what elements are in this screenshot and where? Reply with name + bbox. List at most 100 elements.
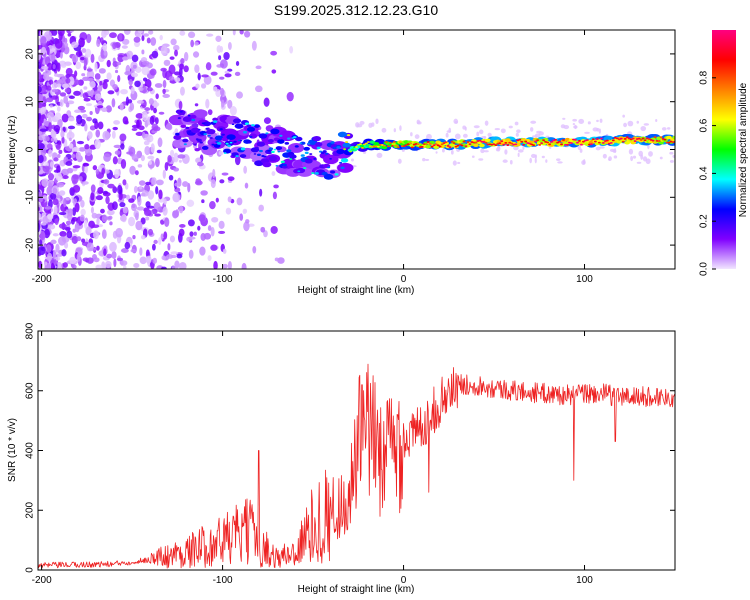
spectrogram-cell	[81, 238, 86, 243]
spectrogram-cell	[194, 64, 200, 74]
spectrogram-ridge-cell	[244, 122, 250, 125]
spectrogram-cell	[79, 176, 83, 182]
spectrogram-cell	[41, 65, 49, 70]
spectrogram-cell	[255, 65, 262, 70]
spectrogram-cell	[164, 161, 169, 171]
spectrogram-cell	[123, 30, 131, 35]
spectrogram-ridge-cell	[286, 149, 292, 153]
spectrogram-cell	[72, 185, 81, 193]
spectrogram-cell	[219, 179, 225, 184]
spectrogram-cell	[122, 265, 127, 269]
spectrogram-cell	[46, 252, 53, 262]
spectrogram-ridge-cell	[558, 140, 561, 143]
spectrogram-cell	[76, 114, 83, 125]
spectrogram-cell	[162, 206, 168, 216]
spectrogram-ridge-cell	[402, 145, 406, 147]
spectrogram-ridge-cell	[554, 138, 558, 141]
spectrogram-cell	[623, 122, 628, 128]
spectrogram-cell	[169, 235, 175, 243]
spectrogram-cell	[178, 100, 183, 110]
spectrogram-ridge-cell	[454, 145, 458, 148]
spectrogram-cell	[56, 253, 63, 257]
spectrogram-cell	[180, 57, 185, 64]
spectrogram-ridge-cell	[611, 139, 615, 142]
spectrogram-cell	[38, 165, 41, 172]
spectrogram-cell	[45, 244, 52, 253]
snr-x-label: Height of straight line (km)	[298, 584, 415, 595]
spectrogram-cell	[483, 150, 489, 153]
spectrogram-cell	[113, 120, 120, 125]
spectrogram-cell	[86, 33, 92, 44]
spectrogram-cell	[170, 38, 177, 46]
spectrogram-cell	[145, 216, 150, 221]
spectrogram-cell	[112, 156, 118, 165]
snr-y-tick-label: 800	[25, 322, 36, 339]
spectrogram-cell	[150, 143, 155, 154]
spectrogram-cell	[56, 73, 65, 78]
snr-panel: -200 -100 0 100 0 200 400 600 800 Height of str…	[7, 322, 676, 595]
spectrogram-cell	[141, 131, 146, 139]
spectrogram-cell	[254, 85, 263, 93]
spectrogram-cell	[135, 220, 143, 231]
spectrogram-ridge-cell	[211, 143, 215, 146]
spectrogram-cell	[183, 51, 189, 62]
spectrogram-cell	[141, 85, 147, 94]
spectrogram-ridge-cell	[246, 140, 252, 144]
spectrogram-cell	[79, 109, 87, 113]
spectrogram-cell	[103, 248, 107, 257]
spectrogram-cell	[227, 260, 232, 269]
spectrogram-cell	[578, 118, 585, 124]
spectrogram-cell	[154, 213, 161, 217]
spectrogram-ridge-cell	[212, 117, 219, 122]
spectrogram-ridge-cell	[474, 141, 478, 144]
spectrogram-cell	[77, 105, 86, 111]
snr-line	[38, 363, 675, 569]
spectrogram-cell	[64, 88, 71, 93]
spectrogram-ridge-cell	[268, 155, 278, 162]
spectrogram-cell	[53, 205, 58, 215]
spectrogram-cell	[227, 99, 233, 109]
spectrogram-cell	[476, 131, 480, 137]
spectrogram-ridge-cell	[631, 137, 635, 140]
spectrogram-ridge-cell	[657, 140, 661, 142]
spectrogram-cell	[236, 197, 243, 206]
spectrogram-ridge-cell	[346, 134, 351, 137]
spectrogram-cell	[133, 185, 138, 194]
spectrogram-cell	[99, 80, 103, 86]
spectrogram-cell	[53, 124, 61, 133]
spectrogram-cell	[82, 113, 88, 119]
spectrogram-ridge-cell	[180, 124, 187, 129]
spectrogram-cell	[203, 75, 212, 85]
spectrogram-cell	[140, 234, 146, 240]
spectrogram-ridge-cell	[312, 135, 322, 142]
spectrogram-cell	[531, 135, 538, 138]
spectrogram-cell	[103, 50, 107, 56]
spectrogram-cell	[174, 128, 179, 134]
spectrogram-ridge-cell	[270, 128, 280, 135]
spectrogram-ridge-cell	[323, 173, 334, 180]
spectrogram-ridge-cell	[265, 132, 269, 135]
spectrogram-ridge-cell	[566, 143, 569, 146]
spectrogram-cell	[38, 222, 41, 233]
spectrogram-ridge-cell	[653, 136, 657, 138]
spectrogram-ridge-cell	[340, 166, 345, 170]
spectrogram-cell	[142, 60, 150, 66]
spectrogram-cell	[75, 61, 82, 70]
spectrogram-ridge-cell	[462, 140, 466, 143]
spectrogram-cell	[120, 248, 129, 254]
spectrogram-ridge-cell	[621, 140, 625, 143]
spectrogram-cell	[111, 251, 117, 259]
spectrogram-cell	[111, 130, 116, 139]
spectrogram-cell	[579, 148, 583, 153]
spectrogram-cell	[655, 119, 658, 123]
spectrogram-ridge-cell	[300, 141, 306, 145]
spectrogram-cell	[165, 124, 172, 130]
spectrogram-cell	[200, 190, 208, 196]
spectrogram-ridge-cell	[280, 160, 285, 164]
spectrogram-ridge-cell	[372, 145, 376, 148]
spectrogram-ridge-cell	[609, 142, 613, 144]
spectrogram-ridge-cell	[219, 128, 223, 131]
spectrogram-cell	[160, 45, 168, 56]
spectrogram-ridge-cell	[672, 135, 675, 140]
